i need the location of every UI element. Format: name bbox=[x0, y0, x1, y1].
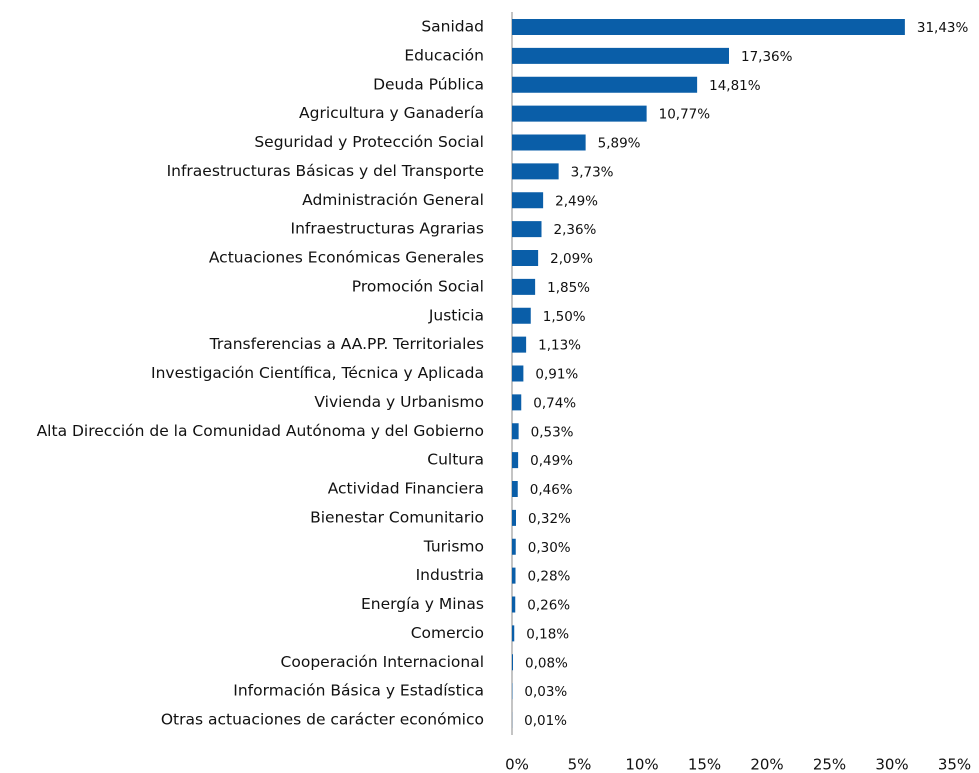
category-label: Comercio bbox=[411, 624, 484, 642]
bar bbox=[512, 538, 516, 555]
value-label: 0,30% bbox=[528, 540, 571, 556]
category-label: Justicia bbox=[428, 306, 484, 324]
category-label: Actividad Financiera bbox=[328, 480, 484, 498]
value-label: 0,74% bbox=[533, 395, 576, 411]
category-label: Sanidad bbox=[421, 18, 484, 36]
value-label: 2,36% bbox=[554, 222, 597, 238]
bar bbox=[512, 307, 531, 324]
value-label: 0,01% bbox=[524, 713, 567, 729]
bar bbox=[512, 221, 542, 238]
x-tick-label: 5% bbox=[568, 756, 592, 773]
value-label: 1,85% bbox=[547, 280, 590, 296]
x-tick-label: 0% bbox=[505, 756, 529, 773]
bar bbox=[512, 509, 516, 526]
value-label: 2,49% bbox=[555, 193, 598, 209]
category-label: Cultura bbox=[427, 451, 484, 469]
category-label: Seguridad y Protección Social bbox=[254, 133, 484, 151]
value-label: 14,81% bbox=[709, 78, 761, 94]
category-label: Actuaciones Económicas Generales bbox=[209, 249, 484, 267]
category-label: Información Básica y Estadística bbox=[233, 682, 484, 700]
value-label: 10,77% bbox=[659, 107, 711, 123]
value-label: 0,08% bbox=[525, 655, 568, 671]
bar bbox=[512, 394, 522, 411]
x-tick-label: 35% bbox=[938, 756, 971, 773]
x-tick-label: 15% bbox=[688, 756, 721, 773]
category-label: Investigación Científica, Técnica y Apli… bbox=[151, 364, 484, 382]
bar bbox=[512, 134, 586, 151]
bar bbox=[512, 567, 516, 584]
x-tick-label: 30% bbox=[875, 756, 908, 773]
bar bbox=[512, 278, 536, 295]
value-label: 17,36% bbox=[741, 49, 793, 65]
bar bbox=[512, 250, 539, 266]
value-label: 0,18% bbox=[526, 626, 569, 642]
value-label: 1,13% bbox=[538, 338, 581, 354]
category-label: Bienestar Comunitario bbox=[310, 508, 484, 526]
bar bbox=[512, 105, 647, 122]
bar bbox=[512, 365, 524, 382]
category-label: Transferencias a AA.PP. Territoriales bbox=[209, 335, 484, 353]
value-label: 31,43% bbox=[917, 20, 969, 36]
category-label: Vivienda y Urbanismo bbox=[314, 393, 484, 411]
bar bbox=[512, 423, 519, 440]
bar bbox=[512, 452, 519, 469]
category-label: Promoción Social bbox=[352, 277, 484, 295]
value-label: 0,91% bbox=[535, 367, 578, 383]
category-label: Cooperación Internacional bbox=[281, 653, 484, 671]
value-label: 0,26% bbox=[527, 598, 570, 614]
category-label: Agricultura y Ganadería bbox=[299, 104, 484, 122]
value-label: 1,50% bbox=[543, 309, 586, 325]
category-label: Infraestructuras Básicas y del Transport… bbox=[167, 162, 484, 180]
x-tick-label: 25% bbox=[813, 756, 846, 773]
category-label: Turismo bbox=[423, 537, 484, 555]
bar bbox=[512, 625, 515, 642]
value-label: 0,46% bbox=[530, 482, 573, 498]
value-label: 0,49% bbox=[530, 453, 573, 469]
bar bbox=[512, 596, 516, 613]
category-label: Educación bbox=[404, 46, 484, 64]
value-label: 5,89% bbox=[598, 136, 641, 152]
x-tick-label: 10% bbox=[625, 756, 658, 773]
value-label: 0,53% bbox=[531, 424, 574, 440]
category-label: Deuda Pública bbox=[373, 75, 484, 93]
value-label: 3,73% bbox=[571, 164, 614, 180]
category-label: Otras actuaciones de carácter económico bbox=[161, 711, 484, 729]
category-label: Infraestructuras Agrarias bbox=[291, 220, 484, 238]
category-label: Energía y Minas bbox=[361, 595, 484, 613]
value-label: 0,03% bbox=[524, 684, 567, 700]
value-label: 2,09% bbox=[550, 251, 593, 267]
value-label: 0,32% bbox=[528, 511, 571, 527]
bar bbox=[512, 192, 544, 209]
bar bbox=[512, 481, 518, 497]
bar bbox=[512, 654, 513, 671]
x-tick-label: 20% bbox=[750, 756, 783, 773]
category-label: Administración General bbox=[302, 191, 484, 209]
category-label: Alta Dirección de la Comunidad Autónoma … bbox=[37, 422, 484, 440]
bar bbox=[512, 76, 698, 93]
category-label: Industria bbox=[416, 566, 484, 584]
bar bbox=[512, 336, 527, 353]
value-label: 0,28% bbox=[528, 569, 571, 585]
bar bbox=[512, 163, 559, 180]
bar bbox=[512, 47, 729, 64]
bar bbox=[512, 19, 905, 35]
